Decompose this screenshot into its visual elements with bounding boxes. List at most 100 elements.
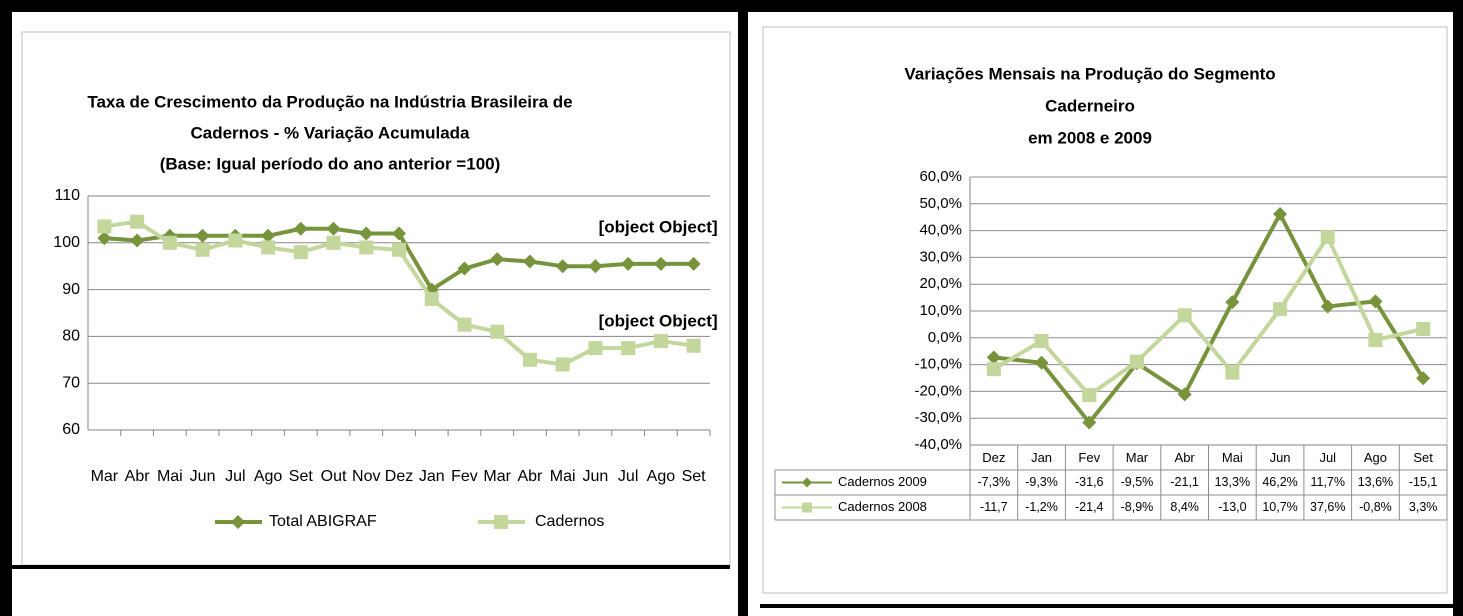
y-tick-label: 0,0% bbox=[928, 329, 962, 346]
marker bbox=[293, 245, 308, 260]
marker bbox=[130, 214, 145, 229]
y-tick-label: 70 bbox=[62, 374, 80, 391]
marker bbox=[1320, 299, 1335, 314]
marker bbox=[1177, 308, 1192, 323]
series-line bbox=[993, 211, 1425, 425]
series-line bbox=[992, 235, 1424, 398]
marker bbox=[195, 242, 210, 257]
marker bbox=[261, 240, 276, 255]
marker bbox=[522, 254, 537, 269]
marker bbox=[490, 252, 505, 267]
marker bbox=[424, 291, 439, 306]
frame-right bbox=[1453, 0, 1463, 616]
y-tick-label: 40,0% bbox=[919, 222, 962, 239]
x-tick-label: Set bbox=[1413, 450, 1433, 465]
marker bbox=[359, 226, 374, 241]
marker bbox=[359, 240, 374, 255]
data-label: -7,3% bbox=[978, 475, 1011, 489]
marker bbox=[1225, 365, 1240, 380]
data-label: -0,8% bbox=[1359, 500, 1392, 514]
data-label: 13,3% bbox=[1215, 475, 1250, 489]
legend-marker bbox=[802, 477, 812, 488]
marker bbox=[588, 341, 603, 356]
y-tick-label: 10,0% bbox=[919, 302, 962, 319]
data-label: -9,3% bbox=[1025, 475, 1058, 489]
marker bbox=[1320, 230, 1335, 245]
x-tick-label: Mai bbox=[550, 468, 576, 485]
chart-title: em 2008 e 2009 bbox=[1028, 128, 1152, 147]
marker bbox=[195, 228, 210, 243]
x-tick-label: Jun bbox=[190, 468, 216, 485]
marker bbox=[653, 256, 668, 271]
marker bbox=[162, 235, 177, 250]
marker bbox=[1082, 388, 1097, 403]
x-tick-label: Jun bbox=[583, 468, 609, 485]
x-tick-label: Set bbox=[682, 468, 707, 485]
chart-title: Variações Mensais na Produção do Segment… bbox=[904, 64, 1275, 83]
y-tick-label: 100 bbox=[53, 234, 80, 251]
marker bbox=[392, 242, 406, 257]
x-tick-label: Ago bbox=[254, 468, 283, 485]
marker bbox=[1368, 332, 1383, 347]
x-tick-label: Abr bbox=[517, 468, 543, 485]
legend-label: Cadernos 2009 bbox=[838, 474, 927, 489]
data-label: -15,1 bbox=[1409, 475, 1438, 489]
marker bbox=[1034, 334, 1049, 349]
y-tick-label: 20,0% bbox=[919, 275, 962, 292]
x-tick-label: Mar bbox=[1126, 450, 1149, 465]
annotation: [object Object] bbox=[599, 311, 718, 330]
chart-subtitle: (Base: Igual período do ano anterior =10… bbox=[160, 154, 501, 173]
y-tick-label: -40,0% bbox=[914, 436, 962, 453]
marker bbox=[231, 515, 245, 529]
x-tick-label: Mar bbox=[91, 468, 119, 485]
x-tick-label: Dez bbox=[982, 450, 1005, 465]
marker bbox=[1368, 294, 1383, 309]
y-tick-label: 30,0% bbox=[919, 248, 962, 265]
data-label: -8,9% bbox=[1121, 500, 1154, 514]
annotation: [object Object] bbox=[599, 217, 718, 236]
marker bbox=[522, 352, 537, 367]
y-tick-label: -10,0% bbox=[914, 356, 962, 373]
marker bbox=[686, 338, 701, 353]
x-tick-label: Fev bbox=[1078, 450, 1100, 465]
x-tick-label: Jul bbox=[618, 468, 638, 485]
x-tick-label: Dez bbox=[385, 468, 413, 485]
y-tick-label: 50,0% bbox=[919, 195, 962, 212]
legend-label: Cadernos 2008 bbox=[838, 499, 927, 514]
y-tick-label: -30,0% bbox=[914, 409, 962, 426]
marker bbox=[1225, 295, 1240, 310]
data-label: 46,2% bbox=[1262, 475, 1297, 489]
y-tick-label: 110 bbox=[54, 187, 80, 204]
x-tick-label: Mar bbox=[483, 468, 511, 485]
marker bbox=[97, 231, 112, 246]
marker bbox=[555, 357, 570, 372]
frame-bottom bbox=[12, 565, 730, 569]
data-label: 11,7% bbox=[1310, 475, 1345, 489]
marker bbox=[326, 235, 341, 250]
marker bbox=[1034, 355, 1049, 370]
frame-left bbox=[0, 0, 12, 616]
chart-title: Taxa de Crescimento da Produção na Indús… bbox=[87, 92, 572, 111]
marker bbox=[392, 226, 406, 241]
marker bbox=[986, 350, 1001, 365]
marker bbox=[653, 334, 668, 349]
x-tick-label: Jan bbox=[419, 468, 445, 485]
frame-bottom bbox=[760, 604, 1453, 608]
marker bbox=[293, 221, 308, 236]
marker bbox=[1082, 415, 1097, 430]
data-label: 13,6% bbox=[1358, 475, 1393, 489]
marker bbox=[97, 219, 112, 234]
legend-label: Total ABIGRAF bbox=[269, 513, 377, 530]
x-tick-label: Ago bbox=[1364, 450, 1387, 465]
marker bbox=[228, 233, 243, 248]
x-tick-label: Abr bbox=[1175, 450, 1196, 465]
data-label: -13,0 bbox=[1218, 500, 1247, 514]
marker bbox=[1129, 354, 1144, 369]
x-tick-label: Jul bbox=[1319, 450, 1336, 465]
data-label: -11,7 bbox=[980, 500, 1008, 514]
x-tick-label: Set bbox=[289, 468, 314, 485]
x-tick-label: Mai bbox=[1222, 450, 1243, 465]
x-tick-label: Nov bbox=[352, 468, 380, 485]
x-tick-label: Out bbox=[321, 468, 347, 485]
